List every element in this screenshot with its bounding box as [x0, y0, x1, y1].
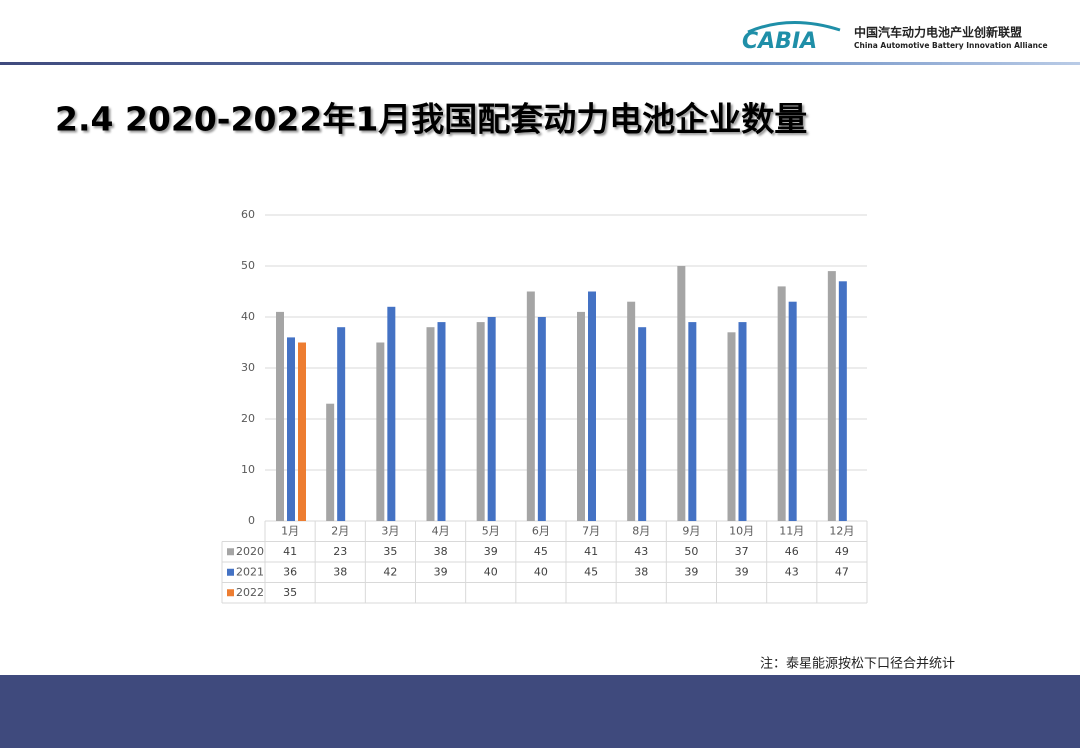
bar: [337, 327, 346, 521]
table-value: 40: [484, 565, 498, 578]
note: 注：泰星能源按松下口径合并统计: [760, 657, 955, 672]
table-value: 39: [484, 545, 498, 558]
legend-swatch: [227, 548, 234, 556]
bar: [577, 311, 585, 521]
bar: [677, 266, 686, 521]
y-tick-label: 30: [241, 361, 255, 374]
y-tick-label: 20: [241, 412, 255, 425]
table-value: 45: [534, 545, 548, 558]
table-value: 35: [383, 545, 397, 558]
x-tick-label: 11月: [779, 524, 804, 537]
legend-label: 2022: [236, 586, 264, 599]
table-value: 43: [634, 545, 648, 558]
x-tick-label: 3月: [381, 524, 399, 537]
x-tick-label: 8月: [632, 524, 650, 537]
x-tick-label: 10月: [729, 524, 754, 537]
table-value: 35: [283, 586, 297, 599]
bar: [487, 317, 496, 521]
table-value: 43: [785, 565, 799, 578]
y-tick-label: 40: [241, 310, 255, 323]
bar: [526, 291, 535, 521]
bar: [387, 306, 396, 521]
bar: [727, 332, 736, 521]
table-value: 36: [283, 565, 297, 578]
y-tick-label: 10: [241, 463, 255, 476]
table-value: 41: [584, 545, 598, 558]
table-value: 39: [735, 565, 749, 578]
y-tick-label: 0: [248, 514, 255, 527]
legend-label: 2021: [236, 565, 264, 578]
table-value: 45: [584, 565, 598, 578]
table-value: 39: [684, 565, 698, 578]
table-value: 23: [333, 545, 347, 558]
bar: [298, 342, 306, 521]
x-tick-label: 4月: [432, 524, 450, 537]
bar: [287, 337, 295, 521]
legend-swatch: [227, 568, 234, 576]
logo: CABIA: [742, 29, 817, 54]
table-value: 38: [333, 565, 347, 578]
x-tick-label: 5月: [482, 524, 500, 537]
org-name-en: China Automotive Battery Innovation Alli…: [854, 41, 1048, 50]
bar: [437, 322, 446, 521]
table-value: 41: [283, 545, 297, 558]
table-value: 47: [835, 565, 849, 578]
x-tick-label: 12月: [829, 524, 854, 537]
table-value: 38: [634, 565, 648, 578]
bar: [588, 291, 596, 521]
table-value: 38: [434, 545, 448, 558]
org-name-cn: 中国汽车动力电池产业创新联盟: [854, 25, 1022, 40]
bar: [426, 327, 435, 521]
bar: [838, 281, 847, 521]
legend-label: 2020: [236, 545, 264, 558]
x-tick-label: 2月: [331, 524, 349, 537]
table-value: 49: [835, 545, 849, 558]
x-tick-label: 7月: [582, 524, 600, 537]
bar: [326, 403, 335, 521]
y-tick-label: 60: [241, 208, 255, 221]
table-value: 42: [383, 565, 397, 578]
logo-arc: [747, 21, 841, 34]
table-value: 46: [785, 545, 799, 558]
bar: [638, 327, 647, 521]
legend-swatch: [227, 589, 234, 597]
slide-title: 2.4 2020-2022年1月我国配套动力电池企业数量: [55, 100, 807, 139]
x-tick-label: 9月: [682, 524, 700, 537]
footer-band: [0, 675, 1080, 748]
table-value: 37: [735, 545, 749, 558]
bar: [476, 322, 485, 521]
y-tick-label: 50: [241, 259, 255, 272]
bar: [827, 271, 836, 521]
x-tick-label: 1月: [281, 524, 299, 537]
table-value: 39: [434, 565, 448, 578]
x-tick-label: 6月: [532, 524, 550, 537]
bar: [627, 301, 636, 521]
table-value: 50: [684, 545, 698, 558]
bar: [688, 322, 697, 521]
bar: [777, 286, 786, 521]
bar: [276, 311, 284, 521]
bar: [376, 342, 385, 521]
bar: [788, 301, 797, 521]
header-rule: [0, 62, 1080, 65]
table-value: 40: [534, 565, 548, 578]
bar: [738, 322, 747, 521]
bar: [537, 317, 546, 521]
